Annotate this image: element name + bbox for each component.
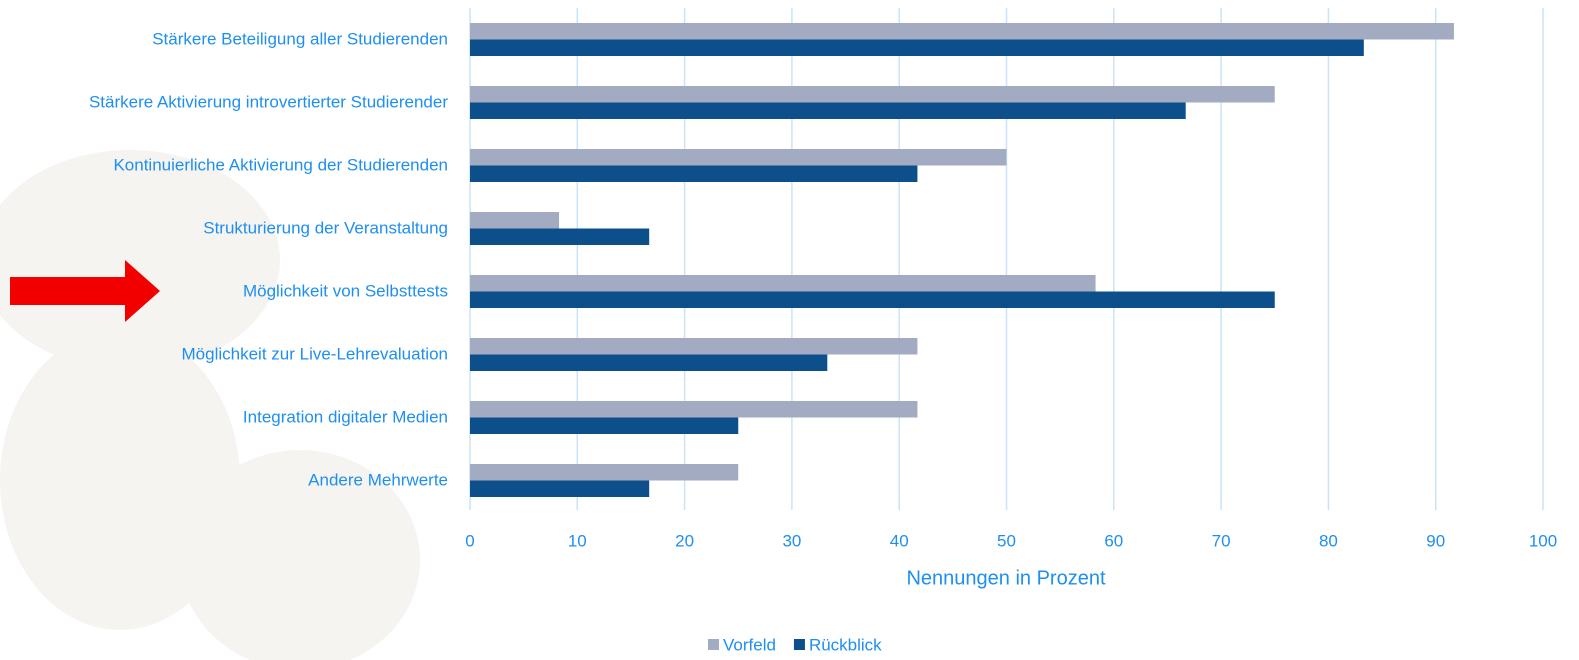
bar bbox=[470, 23, 1454, 40]
legend-label: Vorfeld bbox=[723, 635, 776, 654]
bar bbox=[470, 275, 1096, 292]
bar bbox=[470, 86, 1275, 103]
legend-swatch bbox=[793, 639, 805, 650]
bar bbox=[470, 102, 1186, 119]
background-figure bbox=[0, 150, 420, 660]
bar bbox=[470, 354, 828, 371]
y-tick-label: Möglichkeit von Selbsttests bbox=[243, 281, 448, 300]
bar bbox=[470, 401, 918, 418]
bar bbox=[470, 291, 1275, 308]
bar bbox=[470, 480, 650, 497]
legend-label: Rückblick bbox=[809, 635, 882, 654]
bar bbox=[470, 149, 1007, 166]
bar bbox=[470, 165, 918, 182]
bar bbox=[470, 417, 739, 434]
x-tick-label: 0 bbox=[465, 531, 474, 550]
y-tick-label: Stärkere Aktivierung introvertierter Stu… bbox=[89, 92, 448, 111]
bar bbox=[470, 39, 1364, 56]
y-tick-label: Strukturierung der Veranstaltung bbox=[203, 218, 448, 237]
x-tick-label: 20 bbox=[675, 531, 694, 550]
x-tick-label: 50 bbox=[997, 531, 1016, 550]
x-tick-label: 100 bbox=[1529, 531, 1557, 550]
x-tick-label: 30 bbox=[782, 531, 801, 550]
red-arrow bbox=[10, 260, 160, 322]
bar bbox=[470, 338, 918, 355]
x-tick-label: 80 bbox=[1319, 531, 1338, 550]
bar bbox=[470, 212, 560, 229]
y-tick-label: Möglichkeit zur Live-Lehrevaluation bbox=[182, 344, 448, 363]
y-tick-label: Integration digitaler Medien bbox=[243, 407, 448, 426]
y-tick-label: Andere Mehrwerte bbox=[308, 470, 448, 489]
bar bbox=[470, 228, 650, 245]
bar bbox=[470, 464, 739, 481]
y-tick-label: Kontinuierliche Aktivierung der Studiere… bbox=[113, 155, 448, 174]
x-tick-label: 70 bbox=[1212, 531, 1231, 550]
x-tick-label: 90 bbox=[1426, 531, 1445, 550]
legend-swatch bbox=[708, 639, 719, 650]
x-tick-label: 60 bbox=[1104, 531, 1123, 550]
x-axis-title: Nennungen in Prozent bbox=[906, 567, 1105, 589]
y-tick-label: Stärkere Beteiligung aller Studierenden bbox=[152, 29, 448, 48]
x-tick-label: 10 bbox=[568, 531, 587, 550]
x-tick-label: 40 bbox=[890, 531, 909, 550]
